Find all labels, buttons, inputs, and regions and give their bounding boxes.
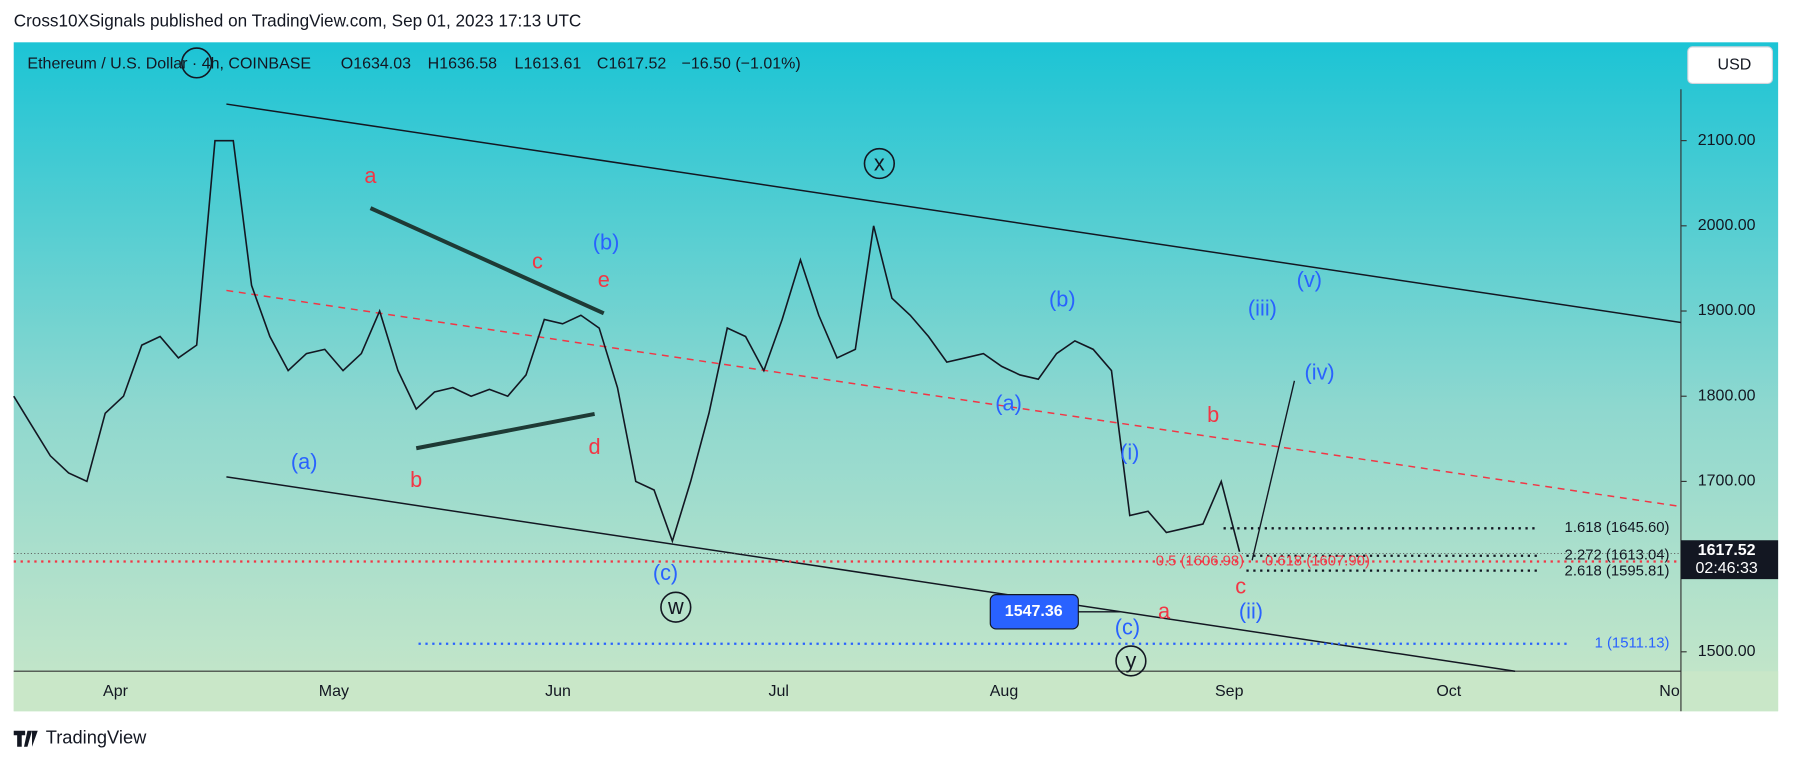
wave-label: w — [667, 594, 684, 619]
wave-label: (c) — [653, 560, 678, 585]
wave-circle — [660, 591, 692, 623]
x-tick-label: May — [319, 683, 349, 700]
wave-label: e — [598, 267, 610, 292]
wave-label: x — [874, 150, 885, 175]
footer-brand: TradingView — [46, 727, 147, 748]
wave-label: (ii) — [1239, 599, 1263, 624]
wave-label: a — [364, 163, 377, 188]
legend-change: −16.50 (−1.01%) — [682, 55, 801, 72]
wave-circle — [863, 147, 896, 180]
wave-label: c — [532, 249, 543, 274]
lower-channel — [226, 476, 1516, 672]
wave-label: b — [410, 467, 422, 492]
y-tick-label: 1800.00 — [1698, 387, 1756, 404]
x-tick-label: Jul — [768, 683, 788, 700]
currency-button[interactable] — [1687, 46, 1773, 85]
wave-label: (iii) — [1248, 296, 1277, 321]
legend-low: L1613.61 — [515, 55, 582, 72]
wave-label: a — [1158, 599, 1171, 624]
x-tick-label: Oct — [1436, 683, 1461, 700]
price-line — [13, 139, 1241, 552]
fib-label: 0.5 (1606.98) — [1156, 553, 1244, 569]
x-tick-label: Sep — [1215, 683, 1244, 700]
wave-label: y — [1125, 648, 1136, 673]
projection — [1251, 380, 1296, 561]
x-tick-label: Apr — [103, 683, 129, 700]
legend-open: O1634.03 — [341, 55, 411, 72]
fib-label: 1.618 (1645.60) — [1565, 520, 1670, 536]
wave-label: (a) — [995, 391, 1022, 416]
plot: 1500.001600.001700.001800.001900.002000.… — [13, 132, 1779, 700]
y-tick-label: 2100.00 — [1698, 132, 1756, 149]
wave-circle — [181, 47, 213, 79]
currency-label: USD — [1718, 56, 1752, 73]
fib-label: 2.272 (1613.04) — [1565, 548, 1670, 564]
legend-symbol: Ethereum / U.S. Dollar · 4h, COINBASE — [27, 55, 311, 72]
fib-label: 1 (1511.13) — [1595, 636, 1670, 652]
wave-label: (b) — [1049, 286, 1076, 311]
y-tick-label: 2000.00 — [1698, 217, 1756, 234]
y-tick-label: 1900.00 — [1698, 302, 1756, 319]
x-tick-label: No — [1659, 683, 1680, 700]
chart-background — [13, 42, 1779, 712]
wave-label: (i) — [1120, 440, 1139, 465]
last-price-label: 1617.52 — [1698, 542, 1756, 559]
low-tag — [989, 594, 1079, 630]
mid-channel — [226, 289, 1682, 508]
wave-label: c — [1235, 573, 1246, 598]
last-price-tag — [1680, 540, 1779, 580]
legend-close: C1617.52 — [597, 55, 666, 72]
countdown: 02:46:33 — [1696, 560, 1758, 577]
low-tag-label: 1547.36 — [1005, 603, 1063, 620]
wave-label: d — [589, 434, 601, 459]
y-tick-label: 1500.00 — [1698, 643, 1756, 660]
wave-label: (v) — [1297, 267, 1322, 292]
x-tick-label: Jun — [545, 683, 571, 700]
wave-label: (c) — [1115, 615, 1140, 640]
wave-label: (a) — [291, 449, 318, 474]
triangle-top — [369, 206, 605, 316]
upper-channel — [226, 103, 1682, 324]
footer-logo — [13, 730, 38, 747]
fib-label: 0.618 (1607.90) — [1265, 553, 1370, 569]
fib-labels: 1.618 (1645.60) 2.272 (1613.04) 2.618 (1… — [1156, 520, 1670, 651]
legend-high: H1636.58 — [428, 55, 497, 72]
wave-circle — [1115, 645, 1147, 677]
legend: Ethereum / U.S. Dollar · 4h, COINBASE O1… — [27, 55, 800, 72]
wave-label: (b) — [593, 229, 620, 254]
wave-label: b — [1207, 402, 1219, 427]
time-axis — [13, 671, 1779, 712]
y-tick-label: 1700.00 — [1698, 473, 1756, 490]
triangle-bottom — [415, 411, 595, 451]
fib-label: 2.618 (1595.81) — [1565, 564, 1670, 580]
x-tick-label: Aug — [990, 683, 1018, 700]
wave-label: (iv) — [1305, 360, 1335, 385]
publisher: Cross10XSignals published on TradingView… — [14, 10, 582, 30]
